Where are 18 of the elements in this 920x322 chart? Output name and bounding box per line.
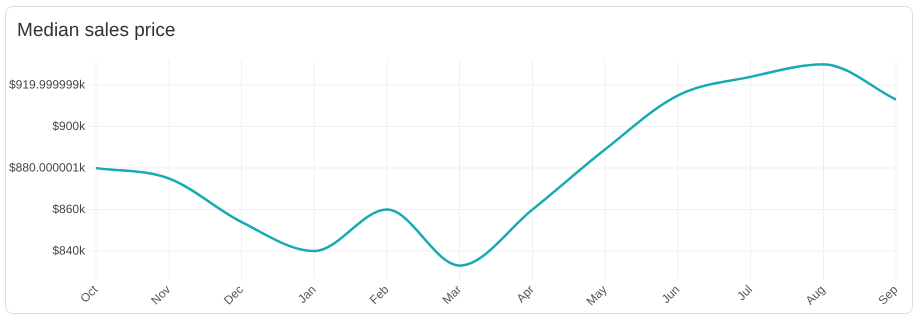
x-tick-label: Jul	[734, 282, 756, 304]
y-tick-label: $880.000001k	[8, 160, 86, 174]
x-tick-label: Mar	[440, 282, 464, 307]
x-tick-label: Feb	[366, 282, 392, 307]
x-tick-label: Nov	[148, 282, 174, 308]
x-tick-label: Oct	[77, 282, 102, 306]
x-tick-label: Aug	[802, 282, 828, 308]
x-tick-label: Sep	[875, 282, 901, 308]
y-tick-label: $840k	[52, 243, 86, 258]
x-tick-label: Apr	[514, 282, 537, 306]
y-tick-label: $860k	[52, 202, 86, 216]
x-tick-label: Dec	[220, 282, 246, 308]
x-tick-label: Jan	[295, 282, 319, 306]
x-tick-label: Jun	[658, 282, 682, 306]
chart-title: Median sales price	[17, 20, 176, 42]
y-tick-label: $919.999999k	[8, 77, 86, 92]
y-tick-label: $900k	[52, 118, 86, 133]
x-tick-label: May	[584, 282, 610, 308]
